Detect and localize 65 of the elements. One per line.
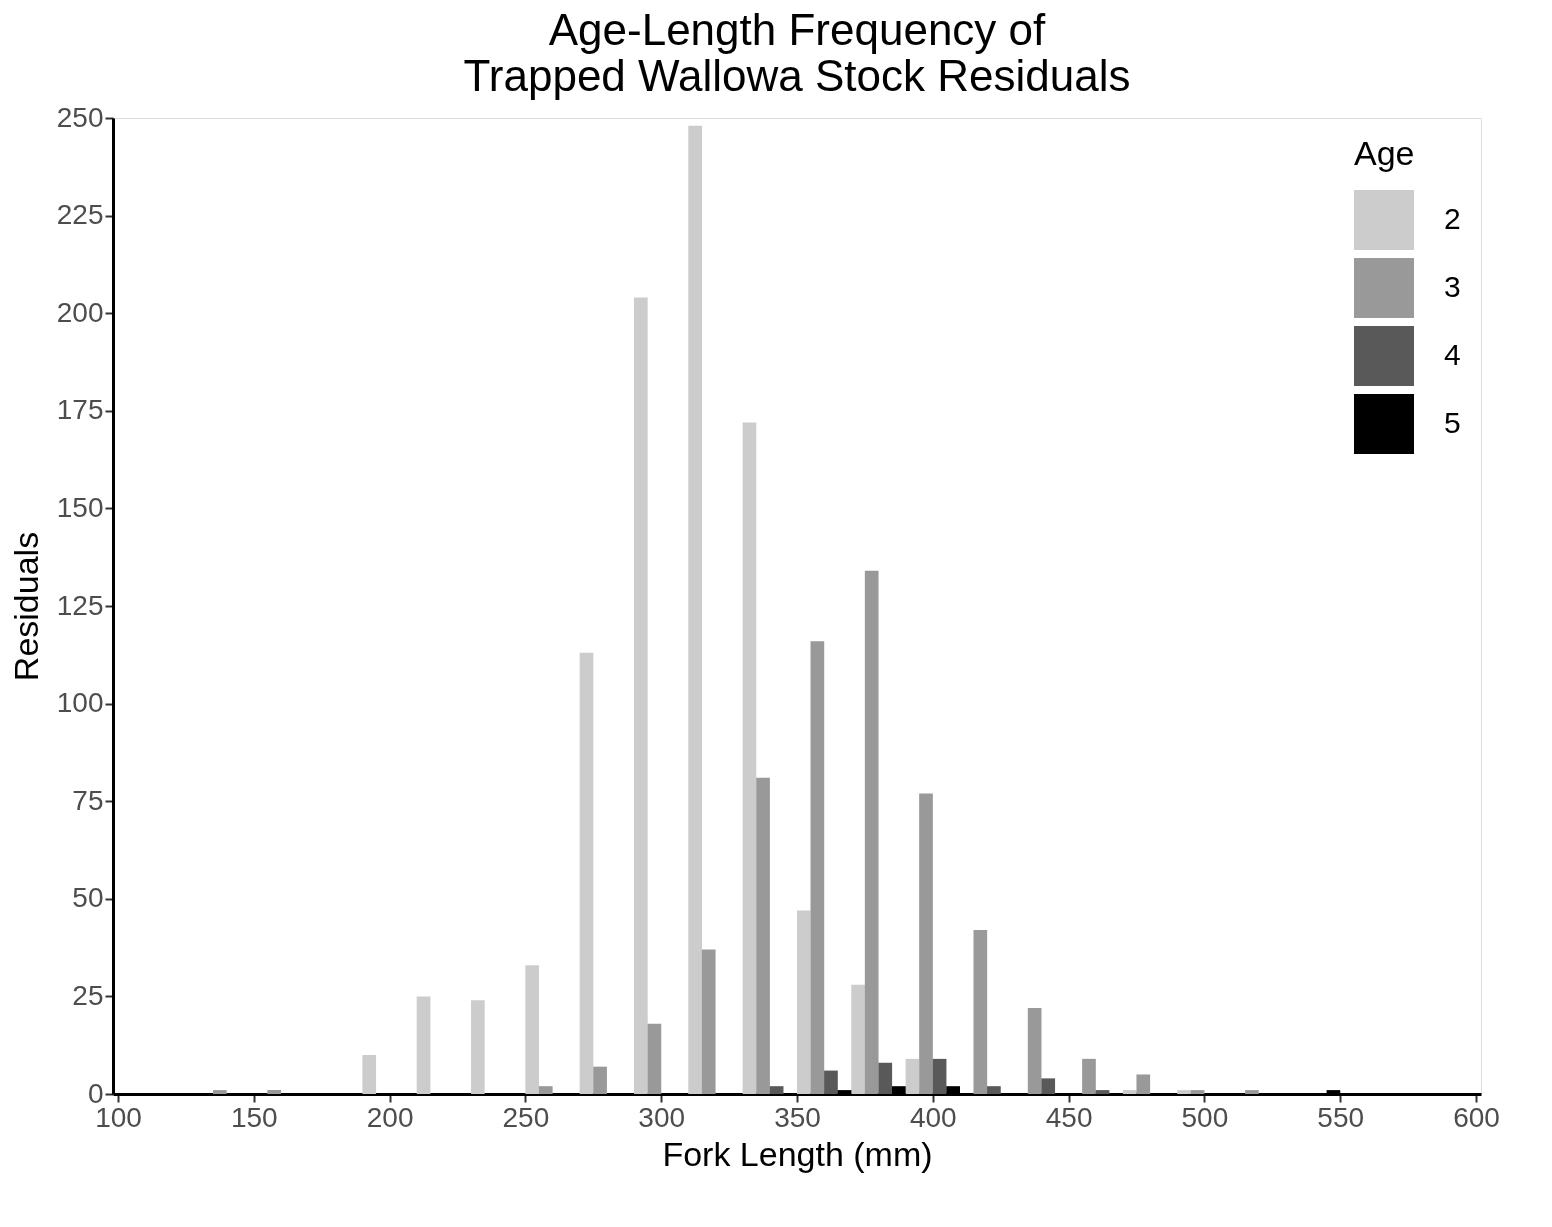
bar xyxy=(851,984,865,1094)
y-tick-label: 75 xyxy=(72,784,104,816)
bar xyxy=(742,422,757,1094)
y-tick-label: 200 xyxy=(56,296,104,328)
bar xyxy=(905,1058,920,1094)
bar xyxy=(416,996,431,1094)
legend-label: 4 xyxy=(1444,338,1461,371)
bar xyxy=(1177,1090,1191,1094)
bar xyxy=(213,1090,227,1094)
bar xyxy=(1122,1090,1137,1094)
text: Age-Length Frequency of xyxy=(548,5,1046,54)
y-axis-title: Residuals xyxy=(6,531,45,682)
bar xyxy=(538,1086,553,1094)
y-tick-label: 225 xyxy=(56,199,104,231)
y-tick-label: 125 xyxy=(56,589,104,621)
y-tick-label: 250 xyxy=(56,101,104,133)
y-tick-label: 175 xyxy=(56,394,104,426)
x-tick-label: 400 xyxy=(909,1101,957,1133)
bar xyxy=(688,125,702,1094)
bar xyxy=(973,930,988,1094)
bar xyxy=(1190,1090,1205,1094)
y-tick-label: 0 xyxy=(87,1077,104,1109)
x-tick-label: 550 xyxy=(1317,1101,1365,1133)
bar xyxy=(525,965,540,1094)
bar xyxy=(471,1000,485,1094)
x-tick-label: 350 xyxy=(774,1101,821,1133)
x-tick-label: 150 xyxy=(230,1101,278,1133)
bar xyxy=(878,1062,893,1094)
x-tick-label: 250 xyxy=(502,1101,550,1133)
x-axis-title: Fork Length (mm) xyxy=(662,1134,933,1173)
x-tick-label: 500 xyxy=(1181,1101,1229,1133)
bar xyxy=(633,297,648,1094)
bar xyxy=(919,793,933,1094)
bar xyxy=(864,570,879,1094)
bar xyxy=(593,1066,607,1094)
legend-title: Age xyxy=(1354,134,1415,172)
y-tick-label: 50 xyxy=(72,882,104,914)
bar xyxy=(701,949,716,1094)
bar xyxy=(810,641,825,1094)
legend-label: 5 xyxy=(1444,406,1461,439)
bar xyxy=(756,777,770,1094)
bar xyxy=(579,652,594,1094)
bar xyxy=(824,1070,838,1094)
y-tick-label: 25 xyxy=(72,979,104,1011)
x-tick-label: 300 xyxy=(638,1101,686,1133)
bar xyxy=(1041,1078,1056,1094)
x-tick-label: 600 xyxy=(1453,1101,1500,1133)
bar xyxy=(647,1023,662,1094)
legend-label: 3 xyxy=(1444,270,1461,303)
y-tick-label: 100 xyxy=(56,687,104,719)
x-tick-label: 450 xyxy=(1045,1101,1093,1133)
bar xyxy=(362,1054,377,1094)
bar xyxy=(987,1086,1001,1094)
bar xyxy=(1095,1090,1110,1094)
legend-label: 2 xyxy=(1444,202,1461,235)
x-tick-label: 200 xyxy=(366,1101,414,1133)
bar xyxy=(1245,1090,1259,1094)
bar xyxy=(1082,1058,1096,1094)
bar xyxy=(267,1090,282,1094)
bar xyxy=(796,910,811,1094)
bar xyxy=(1136,1074,1151,1094)
bar xyxy=(1027,1008,1042,1094)
bar xyxy=(932,1058,947,1094)
bar xyxy=(769,1086,784,1094)
y-tick-label: 150 xyxy=(56,491,104,523)
